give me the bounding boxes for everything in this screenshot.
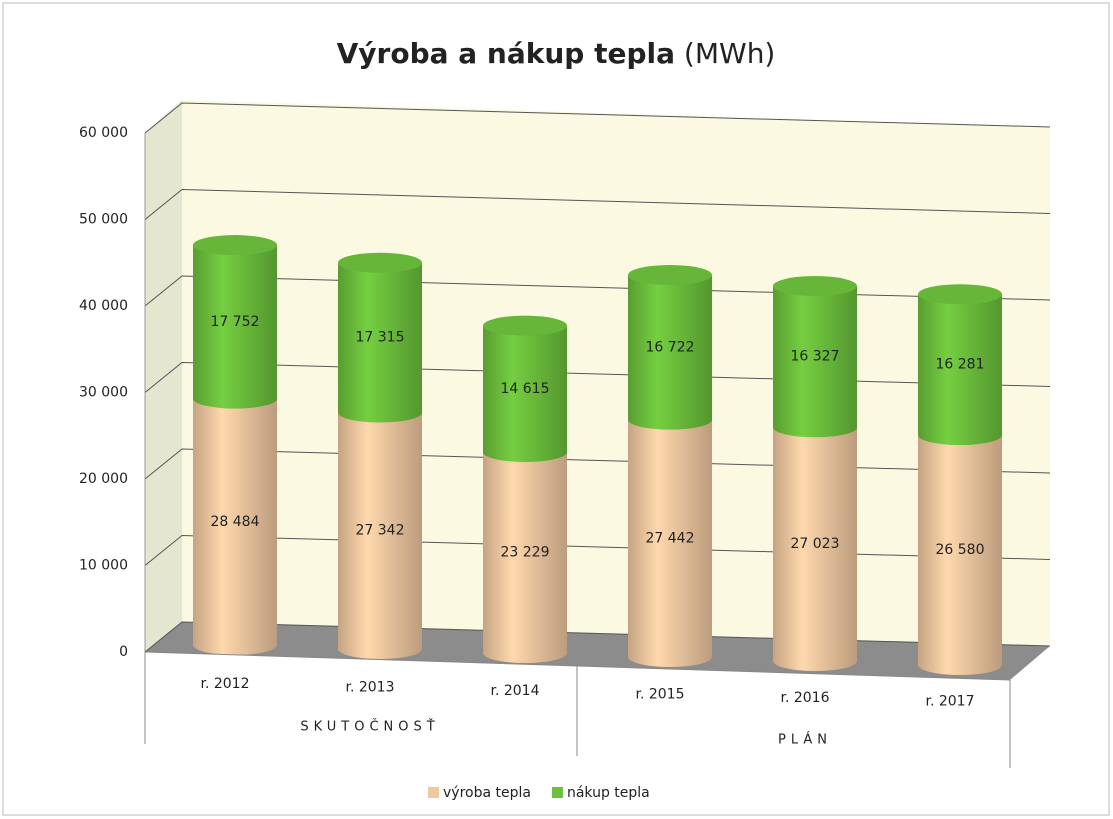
bar-segment: [773, 427, 857, 671]
grid-line: [144, 102, 1051, 134]
legend-swatch: [551, 787, 563, 798]
bar-cap: [338, 252, 422, 273]
axis-floor-front: [144, 651, 1011, 681]
data-label: 27 442: [646, 530, 695, 546]
legend-swatch: [428, 787, 439, 798]
y-tick-label: 50 000: [79, 212, 128, 228]
bar-segment: [483, 325, 567, 463]
x-tick-label: r. 2012: [201, 676, 250, 692]
y-tick-label: 10 000: [79, 558, 128, 574]
bar-segment: [628, 419, 712, 667]
data-label: 26 580: [936, 542, 985, 558]
data-label: 16 722: [646, 339, 695, 355]
y-tick-label: 60 000: [79, 125, 128, 141]
x-tick-label: r. 2016: [781, 690, 830, 706]
grid-line: [144, 621, 1051, 653]
bar-segment: [628, 274, 712, 430]
grid-line: [144, 188, 1051, 220]
chart-title: Výroba a nákup tepla (MWh): [337, 37, 776, 70]
y-tick-label: 0: [119, 644, 128, 660]
legend-label: výroba tepla: [443, 785, 531, 801]
data-label: 27 023: [791, 536, 840, 552]
x-tick-label: r. 2013: [346, 680, 395, 696]
group-label: SKUTOČNOSŤ: [300, 719, 439, 735]
x-tick-label: r. 2014: [491, 683, 540, 699]
grid-line: [144, 534, 1051, 566]
bar-cap: [773, 276, 857, 297]
bar-segment: [338, 412, 422, 659]
data-label: 28 484: [211, 514, 260, 530]
bar-cap: [193, 235, 277, 256]
group-label: PLÁN: [778, 732, 832, 748]
y-tick-label: 20 000: [79, 471, 128, 487]
bar-cap: [918, 284, 1002, 305]
bar-segment: [483, 452, 567, 663]
x-tick-label: r. 2015: [636, 687, 685, 703]
bar-segment: [918, 435, 1002, 675]
bar-cap: [483, 315, 567, 336]
title-main: Výroba a nákup tepla: [337, 37, 675, 70]
bar-cap: [628, 264, 712, 285]
data-label: 27 342: [356, 523, 405, 539]
bar-segment: [918, 294, 1002, 446]
grid-line: [144, 361, 1051, 393]
side-wall: [145, 100, 182, 652]
legend-label: nákup tepla: [567, 785, 650, 801]
data-label: 16 327: [791, 349, 840, 365]
data-label: 23 229: [501, 545, 550, 561]
bar-segment: [193, 398, 277, 655]
x-tick-label: r. 2017: [926, 694, 975, 710]
y-tick-label: 30 000: [79, 385, 128, 401]
bar-segment: [338, 262, 422, 423]
bar-segment: [193, 245, 277, 409]
data-label: 17 752: [211, 314, 260, 330]
title-unit: (MWh): [684, 37, 775, 70]
grid-line: [144, 275, 1051, 307]
data-label: 14 615: [501, 381, 550, 397]
data-label: 16 281: [936, 357, 985, 373]
grid-line: [144, 448, 1051, 480]
bar-segment: [773, 286, 857, 438]
data-label: 17 315: [356, 330, 405, 346]
y-tick-label: 40 000: [79, 298, 128, 314]
